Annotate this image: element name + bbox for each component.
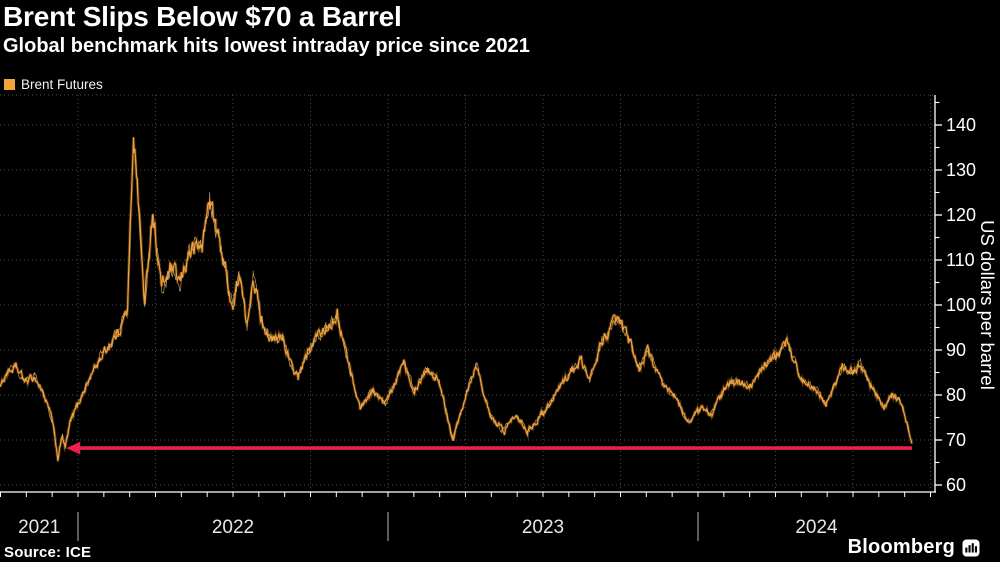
y-axis-tick-label: 80 — [946, 385, 966, 405]
low-price-arrow — [66, 441, 912, 455]
source-credit: Source: ICE — [4, 544, 92, 561]
legend-label: Brent Futures — [21, 77, 103, 92]
bloomberg-wordmark: Bloomberg — [847, 536, 955, 558]
y-axis-tick-label: 100 — [946, 295, 976, 315]
legend: Brent Futures — [4, 77, 103, 92]
y-axis-tick-label: 120 — [946, 205, 976, 225]
x-axis-year-label: 2022 — [212, 517, 254, 538]
y-axis-tick-label: 110 — [946, 250, 975, 270]
page-subtitle: Global benchmark hits lowest intraday pr… — [3, 35, 530, 57]
bloomberg-logo: Bloomberg — [848, 536, 980, 559]
axes: 60 70 80 90 100 110 120 130 140 US dollars per ba… — [0, 95, 998, 497]
y-axis-tick-label: 70 — [946, 430, 966, 450]
y-axis-tick-label: 60 — [946, 475, 966, 495]
y-axis-tick-label: 140 — [946, 115, 976, 135]
page-title: Brent Slips Below $70 a Barrel — [3, 1, 402, 32]
series-path — [0, 137, 913, 461]
gridlines — [0, 94, 935, 492]
legend-swatch-icon — [4, 79, 15, 90]
x-axis-year-label: 2021 — [18, 517, 60, 538]
y-axis-tick-label: 90 — [946, 340, 966, 360]
arrowhead-left-icon — [66, 441, 81, 455]
y-axis-title: US dollars per barrel — [977, 220, 998, 390]
y-axis-tick-label: 130 — [946, 160, 976, 180]
x-axis-year-labels: 2021 2022 2023 2024 — [18, 512, 838, 541]
series-brent-futures — [0, 137, 914, 462]
x-axis-year-label: 2023 — [522, 517, 564, 538]
x-axis-year-label: 2024 — [795, 517, 838, 538]
series-strand — [0, 141, 913, 462]
bloomberg-chart-icon — [962, 539, 980, 556]
